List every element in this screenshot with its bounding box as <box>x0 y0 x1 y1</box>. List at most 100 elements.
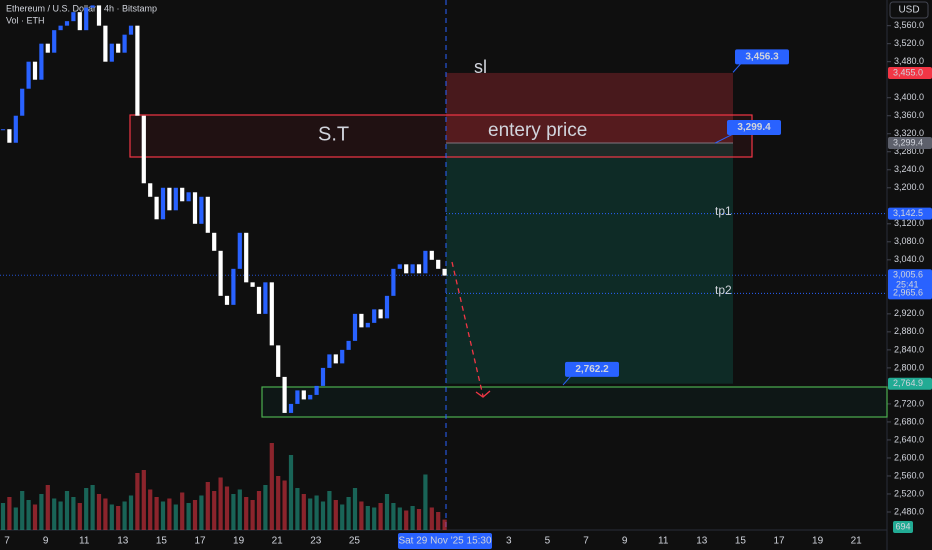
volume-bar <box>244 497 249 530</box>
badge-bg <box>727 120 781 136</box>
candle-body <box>244 232 249 283</box>
y-tick-label: 3,320.0 <box>894 128 924 138</box>
candle-body <box>212 232 217 251</box>
x-tick-label: 19 <box>233 536 245 547</box>
y-tick-label: 3,360.0 <box>894 110 924 120</box>
volume-bar <box>404 510 409 530</box>
candle-body <box>346 340 351 350</box>
candle-body <box>13 115 18 143</box>
volume-badge: 694 <box>895 521 910 531</box>
candle-body <box>256 286 262 314</box>
volume-badge-bg <box>893 521 913 533</box>
volume-bar <box>90 485 95 530</box>
candle-body <box>391 268 396 296</box>
x-tick-label: 23 <box>310 536 322 547</box>
candle-body <box>32 61 38 80</box>
volume-bar <box>256 491 262 530</box>
x-tick-label: 9 <box>43 536 49 547</box>
volume-bar <box>346 497 351 530</box>
volume-bar <box>391 503 396 530</box>
arrow-head <box>475 390 491 398</box>
candle-body <box>352 313 358 341</box>
y-tick-label: 2,840.0 <box>894 344 924 354</box>
y-tick-label: 2,880.0 <box>894 326 924 336</box>
y-tick-label: 3,280.0 <box>894 146 924 156</box>
candle-body <box>205 196 210 233</box>
volume-bar <box>173 504 178 530</box>
x-tick-label: 17 <box>773 536 785 547</box>
candle-body <box>135 25 140 116</box>
candle-body <box>186 192 191 202</box>
volume-bar <box>429 507 434 530</box>
volume-bar <box>378 503 383 530</box>
y-tick-label: 2,800.0 <box>894 362 924 372</box>
annotation: S.T <box>318 123 349 145</box>
volume-bar <box>352 488 358 530</box>
candle-body <box>384 295 390 319</box>
volume-bar <box>96 494 102 530</box>
volume-bar <box>282 480 287 530</box>
candle-body <box>71 12 76 22</box>
chart-badge: 3,299.4 <box>737 122 771 133</box>
axis-badge: 3,142.5 <box>893 208 923 218</box>
volume-bar <box>250 500 255 530</box>
candle-body <box>327 354 332 368</box>
y-tick-label: 3,480.0 <box>894 56 924 66</box>
candle-body <box>410 264 415 274</box>
volume-bar <box>269 443 274 530</box>
volume-bar <box>160 501 166 530</box>
x-tick-label: 3 <box>506 536 512 547</box>
candle-body <box>340 349 345 364</box>
y-tick-label: 3,560.0 <box>894 20 924 30</box>
y-tick-label: 3,400.0 <box>894 92 924 102</box>
support-box <box>261 386 888 418</box>
badge-pointer <box>562 375 572 386</box>
volume-bar <box>32 504 38 530</box>
axis-badge-bg <box>888 377 932 390</box>
candle-body <box>308 394 313 400</box>
candle-body <box>7 129 12 143</box>
volume-bar <box>141 470 146 530</box>
candle-body <box>333 354 338 364</box>
y-tick-label: 3,080.0 <box>894 236 924 246</box>
annotation: tp2 <box>715 283 732 297</box>
volume-bar <box>7 497 12 530</box>
volume-bar <box>103 498 108 530</box>
chart-badge: 3,456.3 <box>745 52 779 63</box>
axis-badge-bg <box>888 287 932 300</box>
y-tick-label: 2,600.0 <box>894 452 924 462</box>
volume-bar <box>45 485 50 530</box>
volume-bar <box>26 500 31 530</box>
volume-bar <box>128 495 134 530</box>
x-tick-label: 7 <box>583 536 589 547</box>
currency[interactable]: USD <box>898 5 919 16</box>
axis-badge: 3,455.0 <box>893 67 923 77</box>
volume-bar <box>58 501 63 530</box>
volume-bar <box>301 494 306 530</box>
candle-body <box>192 192 198 224</box>
y-tick-label: 3,120.0 <box>894 218 924 228</box>
candle-body <box>45 43 50 53</box>
badge-pointer <box>714 133 734 144</box>
candle-body <box>359 313 364 328</box>
volume-bar <box>295 488 300 530</box>
volume-bar <box>416 509 422 530</box>
volume-bar <box>64 491 70 530</box>
candle-body <box>423 250 428 274</box>
x-tick-label: 21 <box>851 536 863 547</box>
volume-bar <box>199 495 204 530</box>
candle-body <box>96 5 102 26</box>
y-tick-label: 2,920.0 <box>894 308 924 318</box>
candle-body <box>116 43 121 53</box>
axis-badge-bg <box>888 269 932 292</box>
currency-box[interactable] <box>889 1 929 19</box>
volume-bar <box>410 506 415 530</box>
volume-bar <box>314 495 319 530</box>
x-tick-label: 13 <box>696 536 708 547</box>
volume-bar <box>192 500 198 530</box>
candle-body <box>173 187 178 211</box>
candle-body <box>122 34 127 53</box>
volume-bar <box>13 507 18 530</box>
candle-body <box>320 367 326 386</box>
volume-bar <box>372 507 377 530</box>
